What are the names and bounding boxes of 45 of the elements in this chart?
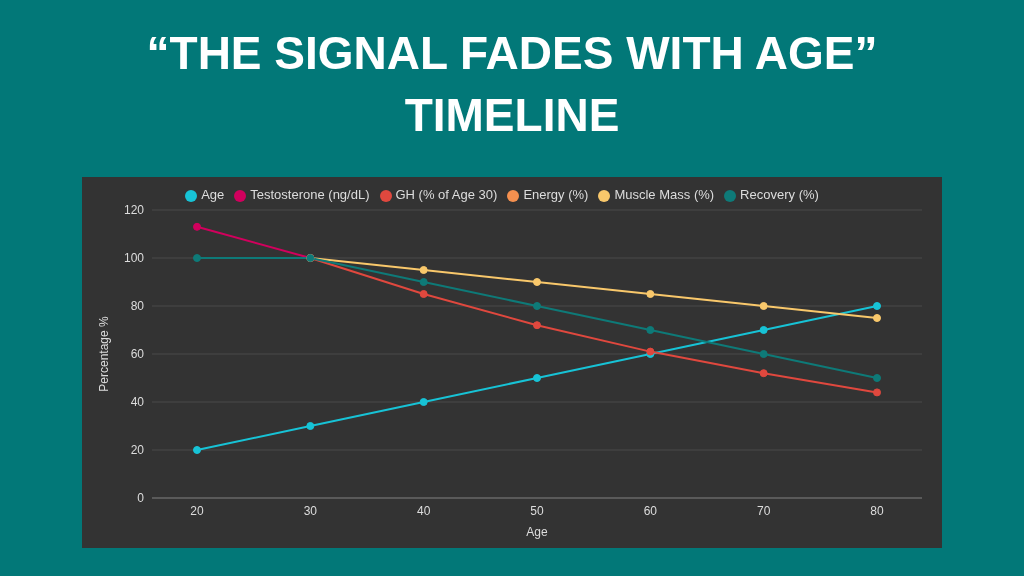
x-tick-label: 70 [756, 503, 771, 518]
point [759, 350, 768, 358]
point [419, 278, 428, 286]
point [646, 290, 655, 298]
point [873, 388, 881, 397]
x-tick-label: 60 [643, 503, 658, 518]
point [646, 326, 655, 334]
point [759, 369, 768, 378]
point [533, 321, 541, 330]
point [533, 302, 541, 310]
chart-title: “THE SIGNAL FADES WITH AGE” TIMELINE [145, 26, 879, 143]
point [873, 374, 881, 382]
point [419, 290, 428, 298]
point [419, 266, 428, 274]
point [193, 222, 201, 231]
y-tick-label: 120 [123, 203, 145, 218]
x-tick-label: 40 [416, 503, 431, 518]
point [193, 254, 201, 262]
legend-label: Age [201, 187, 225, 202]
point [759, 326, 768, 334]
x-tick-label: 20 [190, 503, 204, 518]
point [873, 302, 881, 310]
x-tick-label: 80 [870, 503, 884, 518]
y-axis-title: Percentage % [97, 315, 112, 392]
legend-label: GH (% of Age 30) [395, 187, 498, 202]
point [419, 398, 428, 406]
point [306, 422, 315, 430]
y-tick-label: 20 [130, 443, 145, 458]
legend-label: Energy (%) [523, 187, 589, 202]
y-tick-label: 60 [130, 347, 145, 362]
x-tick-label: 50 [530, 503, 544, 518]
y-tick-label: 80 [130, 299, 145, 314]
y-tick-label: 100 [123, 251, 145, 266]
x-axis-title: Age [526, 525, 548, 539]
point [759, 302, 768, 310]
point [193, 446, 201, 454]
point [533, 278, 541, 286]
legend-label: Recovery (%) [740, 187, 819, 202]
point [873, 314, 881, 322]
legend-label: Testosterone (ng/dL) [250, 187, 370, 202]
y-tick-label: 0 [137, 491, 145, 506]
y-tick-label: 40 [130, 395, 145, 410]
point [533, 374, 541, 382]
legend-label: Muscle Mass (%) [614, 187, 715, 202]
x-tick-label: 30 [303, 503, 318, 518]
